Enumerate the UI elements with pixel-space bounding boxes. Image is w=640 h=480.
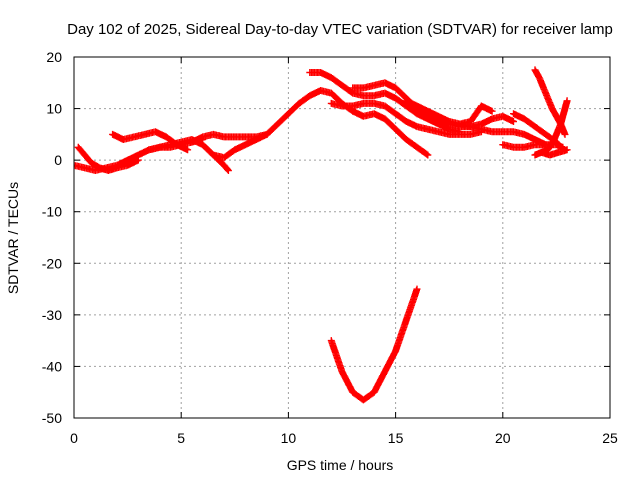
x-tick-label: 5 <box>177 430 185 446</box>
y-tick-label: -40 <box>42 358 62 374</box>
x-tick-label: 10 <box>281 430 297 446</box>
x-tick-label: 15 <box>388 430 404 446</box>
x-tick-label: 0 <box>70 430 78 446</box>
series-arc-6 <box>209 136 260 162</box>
tick-labels: 0 5 10 15 20 25 -50 -40 -30 -20 -10 0 10 20 <box>42 49 618 446</box>
series-markers <box>456 102 496 128</box>
x-axis-label: GPS time / hours <box>287 457 394 473</box>
series-markers <box>209 136 260 162</box>
series-markers <box>306 69 464 136</box>
series-markers <box>74 143 142 174</box>
axis-ticks <box>73 56 611 419</box>
y-tick-label: -10 <box>42 204 62 220</box>
series-markers <box>327 99 485 138</box>
y-tick-label: 20 <box>46 49 62 65</box>
series-arc-9 <box>327 99 485 138</box>
chart-title: Day 102 of 2025, Sidereal Day-to-day VTE… <box>67 21 613 38</box>
series-markers <box>327 285 421 404</box>
series-arc-8 <box>306 69 464 136</box>
y-tick-label: 0 <box>54 152 62 168</box>
y-tick-label: -20 <box>42 255 62 271</box>
y-tick-label: -30 <box>42 307 62 323</box>
series-arc-2 <box>74 143 142 174</box>
series-arc-12 <box>456 102 496 128</box>
series-arc-18 <box>327 285 421 404</box>
series-markers <box>537 146 571 159</box>
plot-area <box>74 66 571 404</box>
x-tick-label: 25 <box>602 430 618 446</box>
data-layer <box>74 66 571 404</box>
y-axis-label: SDTVAR / TECUs <box>5 182 21 294</box>
x-tick-label: 20 <box>495 430 511 446</box>
y-tick-label: -50 <box>42 410 62 426</box>
y-tick-label: 10 <box>46 101 62 117</box>
plot-frame <box>73 56 611 419</box>
series-arc-17 <box>537 146 571 159</box>
